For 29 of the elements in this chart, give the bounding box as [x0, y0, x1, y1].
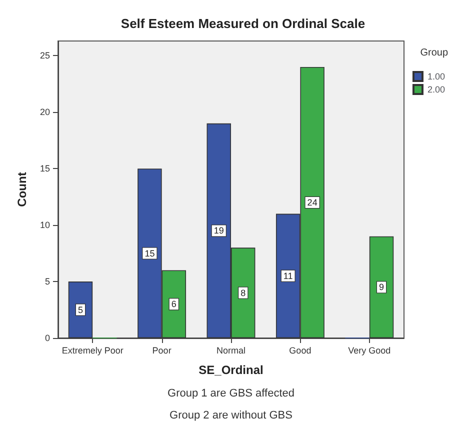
y-tick-label: 15 [40, 164, 50, 174]
x-axis-title: SE_Ordinal [198, 363, 264, 377]
data-label: 9 [379, 282, 384, 292]
x-tick-label: Extremely Poor [62, 346, 124, 356]
x-tick-label: Poor [152, 346, 172, 356]
legend-label: 2.00 [427, 84, 446, 94]
legend-title: Group [420, 48, 448, 58]
y-tick-label: 0 [44, 333, 50, 343]
text: Group 1 are GBS affected [168, 388, 294, 400]
data-label: 24 [307, 197, 318, 208]
y-tick-label: 5 [44, 276, 50, 287]
data-label: 6 [171, 299, 176, 310]
text: Group 2 are without GBS [170, 410, 292, 422]
data-label: 8 [240, 288, 246, 298]
data-label: 15 [144, 248, 155, 258]
legend-label: 1.00 [427, 72, 446, 82]
x-tick-label: Normal [216, 346, 246, 356]
data-label: 11 [283, 270, 293, 281]
y-tick-label: 25 [40, 50, 50, 61]
y-axis-title: Count [15, 172, 29, 207]
y-tick-label: 10 [40, 220, 50, 230]
x-tick-label: Good [289, 346, 312, 356]
y-tick-label: 20 [40, 107, 50, 118]
chart-title: Self Esteem Measured on Ordinal Scale [120, 16, 366, 31]
data-label: 19 [214, 226, 224, 236]
x-tick-label: Very Good [348, 346, 391, 356]
bar [369, 236, 394, 338]
data-label: 5 [78, 304, 83, 315]
bar [68, 282, 93, 338]
